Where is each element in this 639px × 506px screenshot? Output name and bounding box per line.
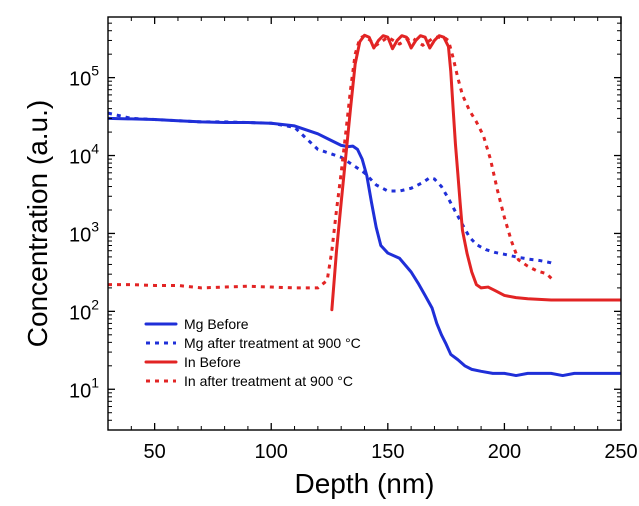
y-tick-base: 10 <box>69 147 91 169</box>
y-tick-exponent: 4 <box>91 141 99 157</box>
plot-background <box>108 17 621 430</box>
y-tick-label: 101 <box>69 374 99 402</box>
y-tick-base: 10 <box>69 380 91 402</box>
series-group <box>108 33 621 378</box>
series-line-3 <box>330 33 621 312</box>
x-tick-label: 250 <box>604 441 637 463</box>
legend-label-4: In after treatment at 900 °C <box>184 373 353 389</box>
x-tick-label: 50 <box>144 441 166 463</box>
y-tick-label: 103 <box>69 218 99 246</box>
y-tick-exponent: 5 <box>91 63 99 79</box>
y-tick-label: 102 <box>69 296 99 324</box>
y-tick-label: 105 <box>69 63 99 91</box>
y-tick-base: 10 <box>69 69 91 91</box>
y-axis-title: Concentration (a.u.) <box>22 100 53 347</box>
x-tick-label: 200 <box>488 441 521 463</box>
y-tick-base: 10 <box>69 224 91 246</box>
x-tick-label: 100 <box>255 441 288 463</box>
legend-label-3: In Before <box>184 354 241 370</box>
y-tick-exponent: 3 <box>91 218 99 234</box>
x-axis-title: Depth (nm) <box>294 468 434 499</box>
legend-label-1: Mg Before <box>184 316 249 332</box>
y-tick-base: 10 <box>69 302 91 324</box>
x-tick-label: 150 <box>371 441 404 463</box>
legend-label-2: Mg after treatment at 900 °C <box>184 335 361 351</box>
y-tick-label: 104 <box>69 141 99 169</box>
chart-legend: Mg Before Mg after treatment at 900 °C In … <box>144 316 361 389</box>
series-line-4 <box>108 34 555 290</box>
y-tick-exponent: 1 <box>91 374 99 390</box>
y-tick-exponent: 2 <box>91 296 99 312</box>
series-line-1 <box>108 116 621 378</box>
